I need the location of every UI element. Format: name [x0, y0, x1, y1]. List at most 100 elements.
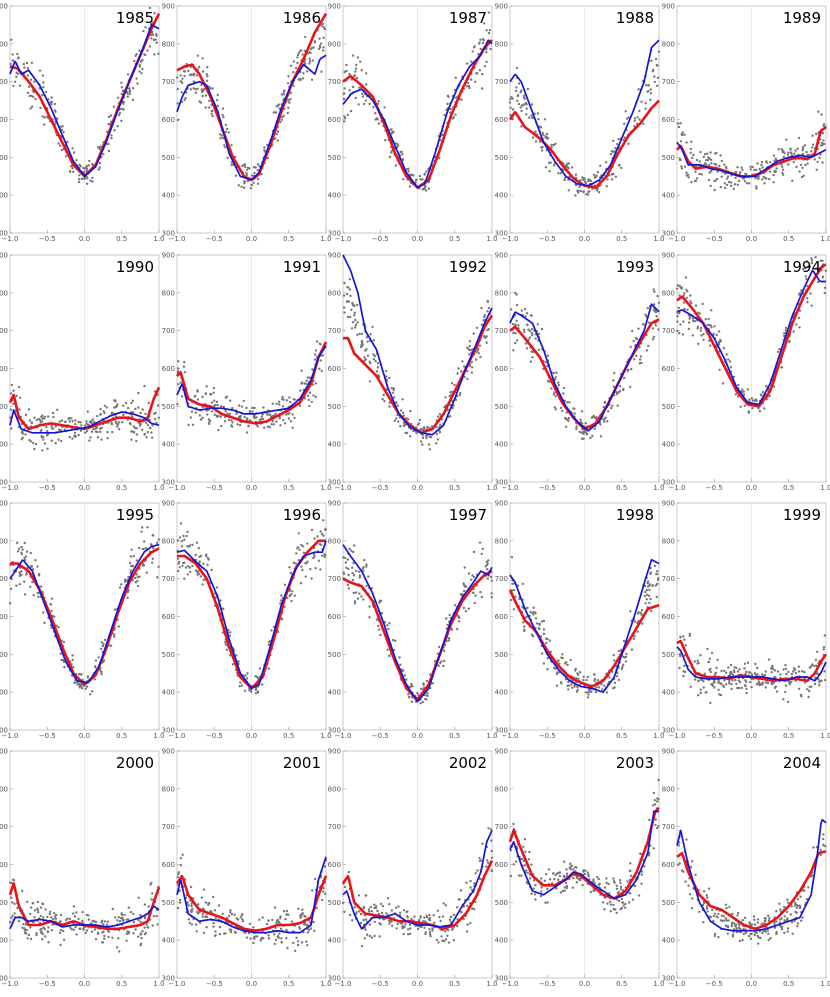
y-tick-label: 900 [0, 500, 8, 508]
data-point [214, 930, 217, 933]
x-tick-label: −1.0 [669, 484, 686, 492]
data-point [555, 684, 559, 687]
data-point [421, 188, 424, 191]
data-point [252, 416, 256, 419]
data-point [244, 674, 247, 677]
x-tick-label: 1.0 [153, 484, 164, 492]
data-point [251, 410, 254, 413]
data-point [706, 323, 709, 327]
data-point [756, 673, 759, 676]
y-tick-label: 900 [162, 748, 175, 756]
data-point [536, 112, 540, 115]
data-point [196, 910, 199, 914]
data-point [785, 138, 788, 141]
data-point [97, 168, 100, 171]
data-point [581, 178, 585, 181]
data-point [106, 920, 109, 923]
data-point [120, 86, 124, 89]
data-point [199, 418, 203, 421]
x-tick-label: 0.0 [79, 732, 90, 740]
data-point [304, 561, 307, 565]
data-point [580, 437, 584, 440]
data-point [151, 924, 154, 927]
data-point [23, 580, 26, 583]
data-point [697, 694, 700, 697]
data-point [16, 72, 20, 76]
data-point [624, 660, 628, 663]
data-point [220, 405, 223, 408]
data-point [823, 291, 826, 295]
data-point [364, 99, 368, 102]
x-tick-label: −1.0 [335, 980, 352, 988]
data-point [191, 543, 194, 546]
data-point [227, 131, 230, 134]
data-point [768, 170, 772, 173]
y-tick-label: 800 [328, 289, 341, 297]
data-point [775, 167, 778, 170]
data-point [176, 76, 179, 79]
data-point [733, 670, 736, 674]
data-point [114, 415, 117, 418]
data-point [487, 31, 491, 35]
data-point [421, 436, 425, 440]
data-point [306, 944, 309, 947]
data-point [252, 936, 255, 939]
data-point [728, 360, 732, 363]
data-point [584, 181, 587, 185]
data-point [525, 323, 529, 326]
y-tick-label: 700 [662, 575, 675, 583]
data-point [566, 663, 569, 667]
data-point [612, 139, 615, 142]
data-point [489, 828, 493, 831]
data-point [443, 113, 446, 117]
data-point [687, 321, 691, 324]
data-point [524, 101, 528, 105]
data-point [479, 38, 482, 41]
data-point [205, 926, 208, 929]
data-point [134, 928, 137, 931]
data-point [227, 418, 231, 422]
data-point [15, 584, 18, 587]
data-point [696, 659, 699, 662]
data-point [81, 687, 84, 690]
data-point [543, 118, 547, 121]
data-point [710, 309, 713, 312]
data-point [748, 400, 751, 403]
data-point [138, 546, 141, 550]
data-point [81, 910, 84, 914]
data-point [472, 907, 476, 911]
data-point [345, 63, 348, 67]
data-point [654, 584, 657, 587]
data-point [805, 278, 808, 281]
data-point [402, 414, 405, 417]
data-point [704, 153, 707, 156]
data-point [250, 174, 254, 177]
data-point [647, 84, 650, 87]
data-point [435, 432, 439, 436]
data-point [111, 936, 114, 939]
data-point [297, 546, 300, 549]
data-point [732, 375, 736, 378]
data-point [454, 76, 457, 80]
data-point [761, 683, 764, 686]
data-point [87, 918, 91, 921]
data-point [772, 682, 775, 685]
data-point [685, 288, 688, 291]
data-point [26, 91, 30, 95]
data-point [386, 648, 389, 651]
y-tick-label: 300 [162, 975, 175, 983]
data-point [365, 72, 368, 75]
data-point [132, 425, 135, 428]
data-point [36, 565, 39, 568]
data-point [33, 416, 36, 419]
data-point [608, 676, 611, 679]
data-point [187, 69, 190, 73]
data-point [96, 932, 100, 935]
data-point [426, 694, 429, 698]
data-point [358, 86, 361, 89]
x-tick-label: 1.0 [153, 235, 164, 243]
data-point [230, 424, 233, 427]
data-point [397, 420, 400, 423]
data-point [350, 327, 354, 330]
data-point [176, 403, 179, 406]
